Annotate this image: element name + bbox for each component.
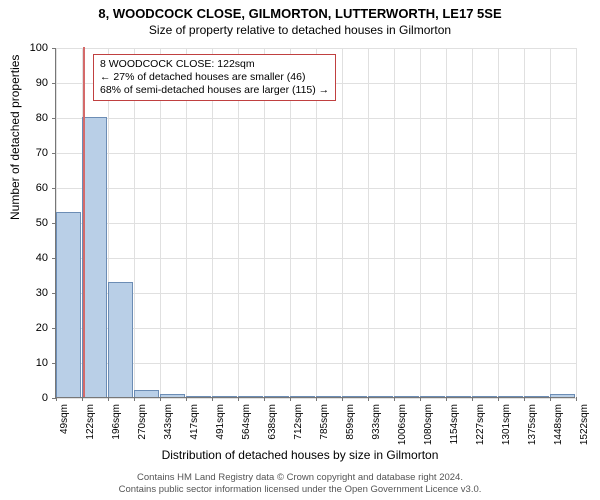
xtick-mark bbox=[446, 397, 447, 401]
histogram-bar bbox=[368, 396, 393, 397]
histogram-bar bbox=[212, 396, 237, 397]
histogram-bar bbox=[186, 396, 211, 397]
property-marker-line bbox=[83, 47, 85, 397]
xtick-mark bbox=[498, 397, 499, 401]
xtick-label: 1154sqm bbox=[449, 404, 460, 444]
xtick-label: 270sqm bbox=[137, 404, 148, 440]
xtick-label: 417sqm bbox=[189, 404, 200, 440]
vgridline bbox=[524, 48, 525, 398]
xtick-mark bbox=[420, 397, 421, 401]
xtick-mark bbox=[160, 397, 161, 401]
ytick-label: 10 bbox=[8, 357, 48, 369]
vgridline bbox=[394, 48, 395, 398]
ytick-label: 30 bbox=[8, 287, 48, 299]
histogram-bar bbox=[108, 282, 133, 398]
annotation-line1: 8 WOODCOCK CLOSE: 122sqm bbox=[100, 58, 329, 71]
histogram-bar bbox=[134, 390, 159, 397]
ytick-label: 60 bbox=[8, 182, 48, 194]
xtick-mark bbox=[342, 397, 343, 401]
vgridline bbox=[342, 48, 343, 398]
histogram-bar bbox=[82, 117, 107, 397]
xtick-label: 49sqm bbox=[59, 404, 70, 434]
xtick-label: 491sqm bbox=[215, 404, 226, 440]
chart-title: 8, WOODCOCK CLOSE, GILMORTON, LUTTERWORT… bbox=[0, 0, 600, 21]
xtick-mark bbox=[472, 397, 473, 401]
vgridline bbox=[498, 48, 499, 398]
histogram-bar bbox=[264, 396, 289, 397]
xtick-mark bbox=[316, 397, 317, 401]
ytick-label: 70 bbox=[8, 147, 48, 159]
ytick-label: 80 bbox=[8, 112, 48, 124]
xtick-mark bbox=[134, 397, 135, 401]
ytick-label: 50 bbox=[8, 217, 48, 229]
ytick-label: 40 bbox=[8, 252, 48, 264]
annotation-line2: ← 27% of detached houses are smaller (46… bbox=[100, 71, 329, 84]
xtick-mark bbox=[238, 397, 239, 401]
xtick-label: 785sqm bbox=[319, 404, 330, 440]
xtick-mark bbox=[524, 397, 525, 401]
chart-subtitle: Size of property relative to detached ho… bbox=[0, 21, 600, 37]
histogram-bar bbox=[316, 396, 341, 397]
xtick-mark bbox=[368, 397, 369, 401]
xtick-label: 859sqm bbox=[345, 404, 356, 440]
xtick-label: 122sqm bbox=[85, 404, 96, 440]
vgridline bbox=[420, 48, 421, 398]
histogram-bar bbox=[472, 396, 497, 397]
histogram-bar bbox=[56, 212, 81, 398]
histogram-bar bbox=[160, 394, 185, 398]
annotation-box: 8 WOODCOCK CLOSE: 122sqm ← 27% of detach… bbox=[93, 54, 336, 101]
footer: Contains HM Land Registry data © Crown c… bbox=[0, 472, 600, 496]
vgridline bbox=[576, 48, 577, 398]
xtick-label: 638sqm bbox=[267, 404, 278, 440]
histogram-bar bbox=[498, 396, 523, 397]
vgridline bbox=[550, 48, 551, 398]
xtick-mark bbox=[264, 397, 265, 401]
ytick-label: 0 bbox=[8, 392, 48, 404]
xtick-mark bbox=[290, 397, 291, 401]
xtick-mark bbox=[56, 397, 57, 401]
xtick-label: 196sqm bbox=[111, 404, 122, 440]
histogram-bar bbox=[550, 394, 575, 398]
xtick-label: 1448sqm bbox=[553, 404, 564, 445]
histogram-bar bbox=[420, 396, 445, 397]
xtick-label: 712sqm bbox=[293, 404, 304, 440]
histogram-bar bbox=[446, 396, 471, 397]
footer-line2: Contains public sector information licen… bbox=[0, 484, 600, 496]
ytick-label: 90 bbox=[8, 77, 48, 89]
histogram-bar bbox=[238, 396, 263, 397]
xtick-label: 1301sqm bbox=[501, 404, 512, 445]
xtick-mark bbox=[108, 397, 109, 401]
footer-line1: Contains HM Land Registry data © Crown c… bbox=[0, 472, 600, 484]
ytick-label: 20 bbox=[8, 322, 48, 334]
vgridline bbox=[472, 48, 473, 398]
xtick-label: 343sqm bbox=[163, 404, 174, 440]
vgridline bbox=[446, 48, 447, 398]
xtick-mark bbox=[212, 397, 213, 401]
xtick-mark bbox=[576, 397, 577, 401]
vgridline bbox=[368, 48, 369, 398]
x-axis-label: Distribution of detached houses by size … bbox=[0, 448, 600, 462]
xtick-mark bbox=[394, 397, 395, 401]
xtick-label: 564sqm bbox=[241, 404, 252, 440]
histogram-bar bbox=[524, 396, 549, 397]
xtick-mark bbox=[186, 397, 187, 401]
histogram-bar bbox=[290, 396, 315, 397]
xtick-label: 933sqm bbox=[371, 404, 382, 440]
xtick-label: 1227sqm bbox=[475, 404, 486, 445]
chart-area: 8 WOODCOCK CLOSE: 122sqm ← 27% of detach… bbox=[55, 48, 575, 398]
xtick-mark bbox=[82, 397, 83, 401]
histogram-bar bbox=[394, 396, 419, 397]
annotation-line3: 68% of semi-detached houses are larger (… bbox=[100, 84, 329, 97]
xtick-label: 1522sqm bbox=[579, 404, 590, 445]
ytick-label: 100 bbox=[8, 42, 48, 54]
histogram-bar bbox=[342, 396, 367, 397]
xtick-mark bbox=[550, 397, 551, 401]
xtick-label: 1080sqm bbox=[423, 404, 434, 445]
xtick-label: 1375sqm bbox=[527, 404, 538, 445]
xtick-label: 1006sqm bbox=[397, 404, 408, 445]
